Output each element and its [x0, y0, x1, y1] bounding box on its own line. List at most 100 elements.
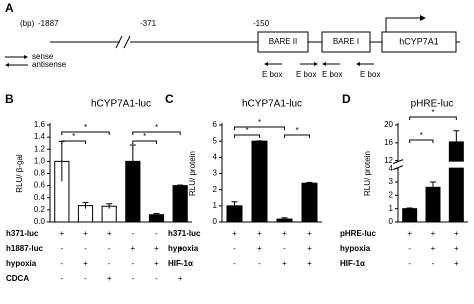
gene-label: hCYP7A1 [399, 36, 439, 46]
condition-sign: - [179, 229, 182, 238]
bar [448, 141, 464, 223]
unit: (bp) [20, 19, 35, 28]
position: -150 [253, 19, 270, 28]
condition-sign: - [60, 274, 63, 283]
y-tick-label: 1 [389, 204, 394, 213]
position: -371 [140, 19, 157, 28]
condition-label: hypoxia [340, 244, 371, 253]
y-tick-label: 3 [213, 169, 218, 178]
ebox-label: E box [262, 70, 282, 79]
break-mark [392, 165, 404, 171]
gene-box [381, 31, 457, 53]
condition-label: h371-luc [6, 229, 39, 238]
y-axis-label: RLU/ β-gal [15, 154, 24, 193]
condition-label: pHRE-luc [340, 229, 377, 238]
condition-sign: - [432, 259, 435, 268]
condition-sign: + [178, 274, 183, 283]
significance-label: * [258, 118, 261, 127]
y-axis-label: RLU/ protein [188, 151, 197, 196]
arrow-head [24, 55, 28, 59]
y-tick-label: 0.6 [34, 181, 46, 190]
condition-sign: - [131, 259, 134, 268]
condition-sign: - [233, 259, 236, 268]
condition-sign: + [257, 244, 262, 253]
significance-label: * [431, 108, 434, 117]
condition-sign: - [108, 244, 111, 253]
condition-label: hypoxia [6, 259, 37, 268]
significance-label: * [72, 132, 75, 141]
condition-sign: + [83, 229, 88, 238]
break-mark [115, 35, 123, 49]
y-tick-label: 2 [213, 185, 218, 194]
y-tick-label: 20 [384, 120, 393, 129]
significance-label: * [84, 123, 87, 132]
y-tick-label: 0 [389, 217, 394, 226]
chart-title: hCYP7A1-luc [91, 99, 151, 110]
axis-break [392, 161, 468, 168]
condition-label: HIF-1α [340, 259, 365, 268]
condition-sign: + [431, 244, 436, 253]
condition-sign: - [131, 229, 134, 238]
condition-sign: - [283, 244, 286, 253]
legend-label: sense [32, 52, 54, 61]
condition-sign: - [108, 259, 111, 268]
condition-sign: + [154, 244, 159, 253]
condition-sign: - [131, 274, 134, 283]
bar [301, 182, 318, 223]
ebox-label: E box [296, 70, 316, 79]
condition-label: HIF-1α [168, 259, 193, 268]
significance-bracket [234, 126, 285, 130]
condition-label: hypoxia [168, 244, 199, 253]
legend-label: antisense [32, 60, 67, 69]
condition-sign: - [155, 229, 158, 238]
bar [172, 185, 188, 223]
y-tick-label: 0.0 [34, 217, 46, 226]
condition-label: h371-luc [168, 229, 201, 238]
arrow-head [322, 62, 326, 66]
condition-sign: - [258, 259, 261, 268]
condition-sign: - [408, 259, 411, 268]
y-tick-label: 5 [213, 136, 218, 145]
condition-sign: - [84, 244, 87, 253]
chart-title: hCYP7A1-luc [242, 99, 302, 110]
condition-label: h1887-luc [6, 244, 43, 253]
condition-sign: + [107, 229, 112, 238]
panel-label: B [5, 92, 14, 106]
arrow-head [356, 62, 360, 66]
significance-bracket [409, 116, 457, 120]
ebox-label: E box [322, 70, 342, 79]
y-tick-label: 1.4 [34, 132, 46, 141]
significance-bracket [61, 140, 86, 144]
significance-label: * [143, 132, 146, 141]
condition-sign: + [83, 259, 88, 268]
y-tick-label: 2 [389, 190, 394, 199]
significance-bracket [284, 134, 310, 138]
significance-bracket [409, 139, 434, 143]
condition-sign: - [179, 259, 182, 268]
bar [402, 208, 418, 223]
y-tick-label: 1.0 [34, 156, 46, 165]
condition-sign: + [307, 244, 312, 253]
condition-label: CDCA [6, 274, 29, 283]
y-tick-label: 12 [384, 156, 393, 165]
ebox-label: E box [360, 70, 380, 79]
significance-label: * [245, 126, 248, 135]
arrow-head [264, 62, 268, 66]
condition-sign: + [130, 244, 135, 253]
condition-sign: - [155, 274, 158, 283]
condition-sign: + [454, 259, 459, 268]
condition-sign: - [60, 259, 63, 268]
condition-sign: + [232, 229, 237, 238]
significance-bracket [132, 131, 181, 135]
significance-label: * [155, 123, 158, 132]
bar [251, 140, 268, 223]
y-tick-label: 4 [389, 164, 394, 173]
significance-label: * [295, 126, 298, 135]
arrow-head [420, 15, 426, 21]
condition-sign: + [431, 229, 436, 238]
condition-sign: - [233, 244, 236, 253]
condition-sign: + [454, 244, 459, 253]
element-box [321, 31, 371, 53]
panel-a: A (bp) -1887 -371 -150 BARE II BARE I hC… [5, 1, 460, 79]
